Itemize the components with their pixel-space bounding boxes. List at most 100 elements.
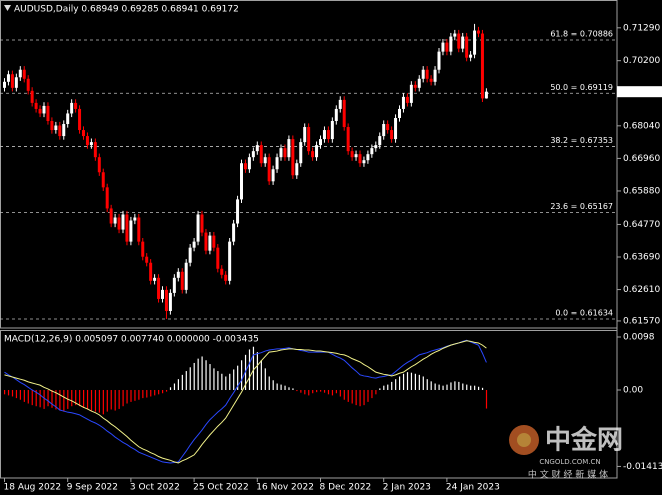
histogram-bar [367,389,369,402]
candle-body [453,33,457,37]
histogram-bar [43,389,45,409]
histogram-bar [474,385,476,390]
histogram-bar [23,389,25,402]
histogram-bar [79,389,81,407]
histogram-bar [276,383,278,390]
candle-body [255,145,259,152]
candle-body [62,124,66,137]
candle-body [196,214,200,242]
histogram-bar [268,376,270,390]
candle-body [319,139,322,146]
histogram-bar [201,356,203,390]
candle-body [334,108,338,121]
candle-body [82,130,85,137]
fib-label: 0.0 = 0.61634 [555,309,613,318]
candle-body [346,127,350,152]
histogram-bar [118,389,120,409]
candle-body [38,108,42,114]
y-tick-label: 0.0098 [623,333,655,343]
chart-title: AUDUSD,Daily 0.68949 0.69285 0.68941 0.6… [14,5,239,15]
candle-body [236,199,240,224]
histogram-bar [217,371,219,390]
candle-body [322,130,326,140]
histogram-bar [442,385,444,390]
candle-body [441,42,445,52]
histogram-bar [86,389,89,410]
histogram-bar [189,367,191,390]
watermark-url: CNGOLD.COM.CN [539,458,600,466]
histogram-bar [355,389,357,406]
candle-body [26,78,30,91]
candle-body [200,214,204,233]
histogram-bar [450,382,452,390]
histogram-bar [264,368,266,390]
candle-body [307,127,311,152]
candle-body [425,69,429,79]
candle-body [85,136,89,146]
candle-body [208,235,212,251]
candle-body [437,51,441,70]
histogram-bar [383,385,385,390]
candle-body [74,102,78,109]
candle-body [145,256,149,263]
indicator-line [4,339,487,464]
candle-body [113,217,117,224]
frame [0,0,618,479]
histogram-bar [422,376,424,390]
histogram-bar [4,389,6,395]
candle-body [370,148,374,155]
histogram-bar [51,389,53,408]
histogram-bar [462,383,464,390]
histogram-bar [130,389,132,402]
histogram-bar [308,389,310,396]
candle-body [180,271,184,290]
histogram-bar [221,373,223,390]
histogram-bar [150,389,152,397]
histogram-bar [122,389,124,407]
candle-body [263,157,267,164]
candle-body [220,268,224,275]
candle-body [271,169,275,182]
histogram-bar [430,381,432,390]
histogram-bar [485,389,488,409]
candle-body [89,142,93,146]
candle-body [232,223,236,242]
histogram-bar [252,346,255,390]
histogram-bar [225,376,227,390]
y-tick-label: 0.63690 [623,253,660,263]
histogram-bar [426,379,428,390]
candle-body [247,157,251,170]
candle-body [129,220,133,242]
histogram-bar [399,376,401,390]
x-tick-label: 16 Nov 2022 [256,483,314,493]
candle-body [315,145,319,158]
candle-body [275,157,279,170]
candle-body [164,289,168,311]
histogram-bar [138,389,140,400]
fib-label: 23.6 = 0.65167 [550,202,613,211]
histogram-bar [260,360,262,390]
histogram-bar [343,389,345,400]
histogram-bar [304,389,306,395]
candle-body [429,78,433,82]
histogram-bar [339,389,341,397]
histogram-bar [320,389,322,392]
candle-body [445,42,449,52]
candle-body [161,289,164,299]
histogram-bar [94,389,97,412]
candle-body [409,84,413,103]
histogram-bar [233,369,235,390]
candle-body [192,241,196,248]
histogram-bar [300,389,302,393]
histogram-bar [481,387,484,390]
histogram-bar [470,385,472,390]
histogram-bar [402,373,405,390]
fib-label: 38.2 = 0.67353 [550,136,613,145]
histogram-bar [185,371,187,390]
last-price-label: 0.69172 [621,87,658,97]
candle-body [405,96,409,103]
histogram-bar [213,368,215,390]
watermark-logo-core [517,433,531,447]
